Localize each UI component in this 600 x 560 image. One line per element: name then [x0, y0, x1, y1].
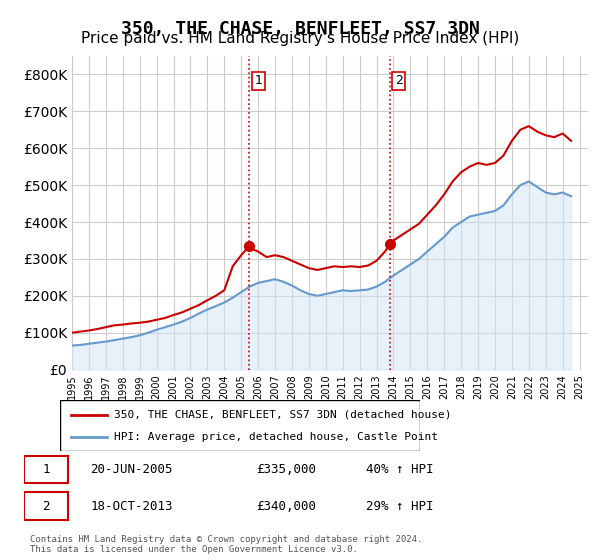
Text: 2: 2 — [43, 500, 50, 512]
Text: 350, THE CHASE, BENFLEET, SS7 3DN: 350, THE CHASE, BENFLEET, SS7 3DN — [121, 20, 479, 38]
FancyBboxPatch shape — [24, 492, 68, 520]
Text: 40% ↑ HPI: 40% ↑ HPI — [366, 463, 434, 476]
Text: 29% ↑ HPI: 29% ↑ HPI — [366, 500, 434, 512]
Text: £340,000: £340,000 — [256, 500, 316, 512]
Text: £335,000: £335,000 — [256, 463, 316, 476]
Text: 2: 2 — [395, 74, 403, 87]
FancyBboxPatch shape — [60, 400, 420, 451]
Text: 1: 1 — [254, 74, 262, 87]
Text: Contains HM Land Registry data © Crown copyright and database right 2024.
This d: Contains HM Land Registry data © Crown c… — [30, 535, 422, 554]
FancyBboxPatch shape — [24, 456, 68, 483]
Text: 1: 1 — [43, 463, 50, 476]
Text: 350, THE CHASE, BENFLEET, SS7 3DN (detached house): 350, THE CHASE, BENFLEET, SS7 3DN (detac… — [114, 409, 452, 419]
Text: Price paid vs. HM Land Registry's House Price Index (HPI): Price paid vs. HM Land Registry's House … — [81, 31, 519, 46]
Text: 18-OCT-2013: 18-OCT-2013 — [90, 500, 173, 512]
Text: 20-JUN-2005: 20-JUN-2005 — [90, 463, 173, 476]
Text: HPI: Average price, detached house, Castle Point: HPI: Average price, detached house, Cast… — [114, 432, 438, 442]
